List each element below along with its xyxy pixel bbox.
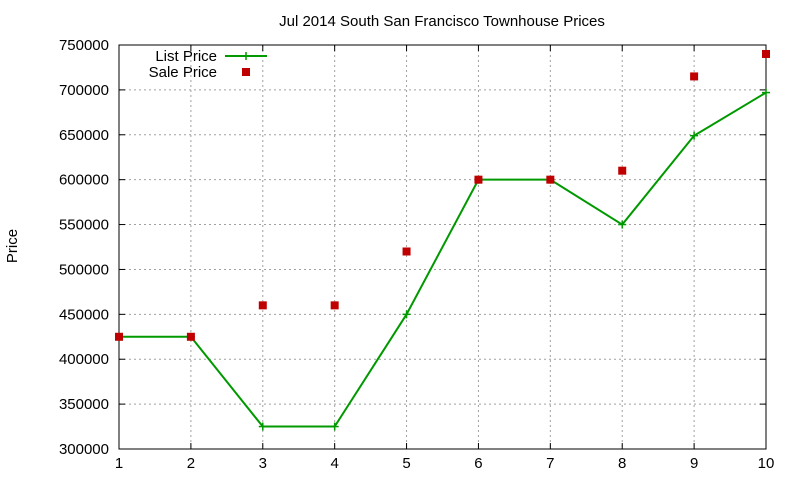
series-list-price bbox=[115, 88, 770, 431]
series-layer bbox=[115, 49, 770, 431]
y-tick-label: 750000 bbox=[59, 37, 109, 54]
y-tick-label: 300000 bbox=[59, 441, 109, 458]
plot-frame bbox=[118, 44, 767, 450]
x-tick-label: 2 bbox=[187, 455, 195, 472]
legend-label: List Price bbox=[155, 48, 217, 65]
chart-title: Jul 2014 South San Francisco Townhouse P… bbox=[279, 13, 605, 30]
sale-price-point bbox=[115, 332, 123, 341]
y-tick-label: 550000 bbox=[59, 217, 109, 234]
sale-price-point bbox=[618, 166, 627, 175]
list-price-point bbox=[690, 131, 699, 140]
legend-plus-marker bbox=[242, 52, 250, 60]
legend-square-marker bbox=[242, 68, 250, 76]
list-price-point bbox=[330, 422, 339, 431]
sale-price-point bbox=[546, 175, 555, 184]
list-price-point bbox=[762, 88, 770, 97]
x-tick-label: 9 bbox=[690, 455, 698, 472]
y-axis-label: Price bbox=[4, 229, 21, 263]
legend-label: Sale Price bbox=[149, 64, 217, 81]
list-price-point bbox=[618, 220, 627, 229]
x-tick-label: 3 bbox=[259, 455, 267, 472]
sale-price-point bbox=[762, 49, 770, 58]
y-tick-label: 500000 bbox=[59, 261, 109, 278]
sale-price-point bbox=[474, 175, 483, 184]
x-tick-label: 6 bbox=[474, 455, 482, 472]
list-price-line bbox=[119, 91, 767, 428]
y-tick-label: 600000 bbox=[59, 172, 109, 189]
x-tick-label: 7 bbox=[546, 455, 554, 472]
x-tick-label: 4 bbox=[330, 455, 338, 472]
series-sale-price bbox=[115, 49, 770, 341]
y-tick-label: 350000 bbox=[59, 396, 109, 413]
y-tick-label: 400000 bbox=[59, 351, 109, 368]
y-tick-label: 700000 bbox=[59, 82, 109, 99]
list-price-point bbox=[402, 310, 411, 319]
y-tick-label: 650000 bbox=[59, 127, 109, 144]
x-tick-label: 10 bbox=[758, 455, 775, 472]
sale-price-point bbox=[402, 247, 411, 256]
list-price-point bbox=[258, 422, 267, 431]
axis-ticks: 300000 350000 400000 450000 500000 550000 6000… bbox=[59, 37, 774, 472]
y-tick-label: 450000 bbox=[59, 306, 109, 323]
sale-price-point bbox=[258, 301, 267, 310]
grid-lines bbox=[119, 45, 766, 449]
sale-price-point bbox=[186, 332, 195, 341]
sale-price-point bbox=[330, 301, 339, 310]
x-tick-label: 1 bbox=[115, 455, 123, 472]
sale-price-point bbox=[690, 72, 699, 81]
x-tick-label: 5 bbox=[402, 455, 410, 472]
x-tick-label: 8 bbox=[618, 455, 626, 472]
